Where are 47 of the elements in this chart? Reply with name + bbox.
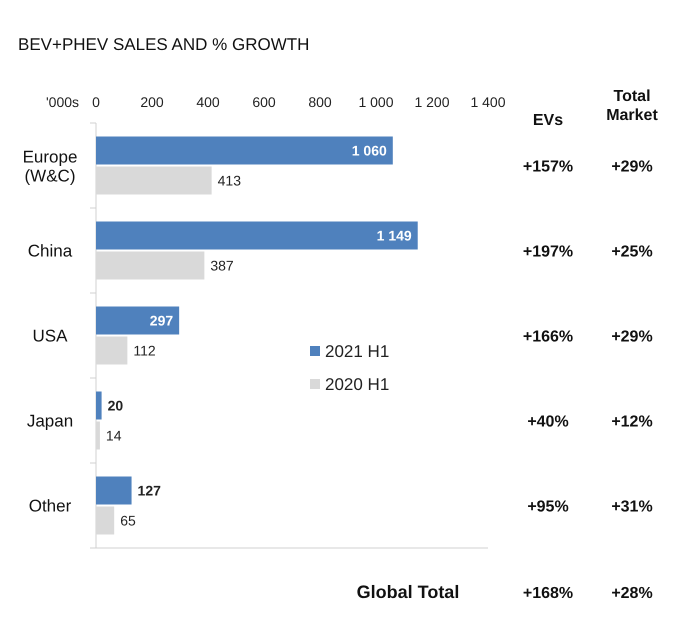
x-tick-label: 600 [252,94,276,110]
data-label: 20 [108,398,124,414]
data-label: 413 [218,172,242,188]
y-tick-label: Japan [26,412,74,430]
bar [96,136,393,164]
text: +29% [611,328,653,346]
bar [96,306,180,334]
text: +166% [522,328,574,346]
data-label: 387 [210,258,234,274]
data-label: 127 [138,482,162,498]
bar [96,392,102,420]
x-tick-label: 1 400 [470,94,506,110]
text: +31% [611,498,653,516]
y-tick-label: Europe (W&C) [22,148,78,186]
bar [96,476,132,504]
text: +40% [527,414,569,430]
data-label: 112 [133,342,156,358]
x-tick-label: 400 [196,94,220,110]
text: +25% [611,244,653,260]
text: +95% [527,498,569,516]
text: Total Market [606,88,658,124]
x-tick-label: 1 200 [414,94,450,110]
text: +29% [611,158,653,176]
text: +12% [611,414,653,430]
y-tick-label: China [28,242,73,260]
x-tick-label: 200 [140,94,164,110]
data-label: 1 060 [352,142,387,158]
x-tick-label: 0 [92,94,100,110]
text: Global Total [356,582,460,602]
x-axis-title: '000s [46,94,80,110]
y-tick-label: USA [32,326,68,346]
text: +168% [522,585,574,602]
data-label: 14 [106,428,122,444]
legend-label: 2021 H1 [325,342,390,361]
text: +157% [522,158,574,176]
y-tick-label: Other [28,496,72,516]
x-tick-label: 1 000 [358,94,394,110]
text: EVs [532,112,564,129]
x-tick-label: 800 [308,94,332,110]
text: +28% [611,585,653,602]
text: +197% [522,244,574,260]
chart-title: BEV+PHEV SALES AND % GROWTH [18,35,310,54]
legend-label: 2020 H1 [325,375,390,394]
data-label: 297 [150,312,174,328]
data-label: 1 149 [376,228,412,244]
bar [96,222,418,250]
data-label: 65 [120,512,136,528]
